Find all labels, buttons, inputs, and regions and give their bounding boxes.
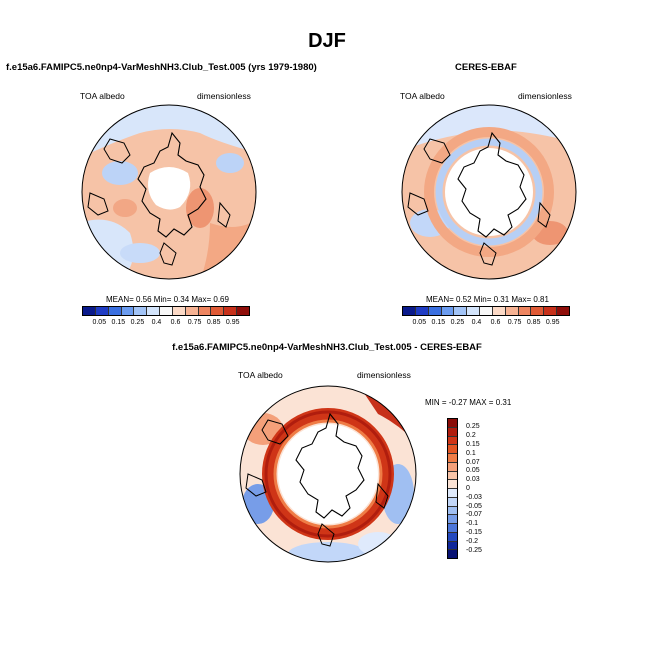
diff-colorbar-swatch	[448, 480, 457, 489]
model-colorbar-tick-label: 0.75	[187, 319, 202, 326]
model-colorbar-swatch	[83, 307, 96, 315]
obs-colorbar-swatch	[403, 307, 416, 315]
diff-panel-title: f.e15a6.FAMIPC5.ne0np4-VarMeshNH3.Club_T…	[172, 342, 482, 353]
diff-colorbar-tick-label: -0.2	[466, 537, 479, 545]
obs-colorbar-tick-label: 0.4	[471, 319, 482, 326]
obs-units-label: dimensionless	[518, 91, 572, 101]
obs-colorbar-swatch	[505, 307, 519, 315]
model-colorbar-swatch	[121, 307, 135, 315]
model-colorbar-ticks: 0.05 0.15 0.25 0.4 0.6 0.75 0.85 0.95	[82, 319, 250, 326]
model-colorbar-swatch	[198, 307, 212, 315]
obs-colorbar-tick-label: 0.25	[450, 319, 465, 326]
obs-colorbar-swatch	[428, 307, 442, 315]
model-variable-label: TOA albedo	[80, 91, 125, 101]
diff-colorbar-swatch	[448, 419, 457, 428]
obs-colorbar-swatch	[480, 307, 493, 315]
obs-colorbar-swatch	[544, 307, 558, 315]
model-polar-map	[81, 104, 257, 280]
diff-colorbar-tick-label: 0.05	[466, 467, 480, 475]
model-colorbar-swatch	[147, 307, 161, 315]
model-colorbar-swatch	[185, 307, 199, 315]
diff-colorbar-swatch	[448, 541, 457, 551]
obs-colorbar-tick-label: 0.85	[526, 319, 541, 326]
model-colorbar-tick-label: 0.6	[170, 319, 181, 326]
obs-variable-label: TOA albedo	[400, 91, 445, 101]
diff-colorbar-swatch	[448, 515, 457, 524]
diff-colorbar-tick-label: -0.25	[466, 546, 482, 554]
model-colorbar-tick-label: 0.15	[111, 319, 126, 326]
obs-colorbar-swatch	[518, 307, 532, 315]
diff-colorbar-swatch	[448, 427, 457, 437]
obs-colorbar-tick-label: 0.05	[412, 319, 427, 326]
diff-colorbar	[447, 418, 458, 559]
model-colorbar-swatch	[108, 307, 122, 315]
model-stats: MEAN= 0.56 Min= 0.34 Max= 0.69	[106, 295, 229, 304]
model-colorbar-swatch	[237, 307, 249, 315]
diff-colorbar-swatch	[448, 497, 457, 507]
obs-colorbar-ticks: 0.05 0.15 0.25 0.4 0.6 0.75 0.85 0.95	[402, 319, 570, 326]
model-colorbar-swatch	[160, 307, 173, 315]
obs-stats: MEAN= 0.52 Min= 0.31 Max= 0.81	[426, 295, 549, 304]
diff-stats: MIN = -0.27 MAX = 0.31	[425, 398, 512, 407]
model-colorbar-swatch	[172, 307, 186, 315]
obs-colorbar-swatch	[531, 307, 545, 315]
model-colorbar-swatch	[211, 307, 225, 315]
diff-colorbar-tick-label: 0.03	[466, 476, 480, 484]
model-colorbar-swatch	[224, 307, 238, 315]
diff-colorbar-swatch	[448, 524, 457, 533]
diff-colorbar-swatch	[448, 436, 457, 446]
model-colorbar-tick-label: 0.95	[225, 319, 240, 326]
obs-colorbar-swatch	[467, 307, 481, 315]
diff-colorbar-tick-label: 0	[466, 485, 470, 492]
model-colorbar-tick-label: 0.25	[130, 319, 145, 326]
model-colorbar	[82, 306, 250, 316]
obs-colorbar-tick-label: 0.15	[431, 319, 446, 326]
model-colorbar-swatch	[134, 307, 148, 315]
model-colorbar-tick-label: 0.4	[151, 319, 162, 326]
obs-colorbar-swatch	[492, 307, 506, 315]
obs-colorbar	[402, 306, 570, 316]
diff-colorbar-ticks: 0.25 0.2 0.15 0.1 0.07 0.05 0.03 0 -0.03 -0.05 -0.…	[466, 418, 482, 559]
obs-colorbar-swatch	[415, 307, 429, 315]
model-units-label: dimensionless	[197, 91, 251, 101]
diff-colorbar-tick-label: 0.25	[466, 423, 480, 431]
diff-colorbar-tick-label: -0.05	[466, 502, 482, 510]
diff-colorbar-tick-label: 0.2	[466, 432, 476, 440]
diff-colorbar-swatch	[448, 471, 457, 481]
model-panel-title: f.e15a6.FAMIPC5.ne0np4-VarMeshNH3.Club_T…	[6, 62, 317, 73]
diff-variable-label: TOA albedo	[238, 370, 283, 380]
diff-units-label: dimensionless	[357, 370, 411, 380]
diff-colorbar-swatch	[448, 506, 457, 516]
diff-colorbar-tick-label: 0.15	[466, 440, 480, 448]
obs-panel-title: CERES-EBAF	[455, 62, 517, 73]
diff-colorbar-tick-label: -0.07	[466, 511, 482, 519]
figure-title: DJF	[308, 30, 346, 52]
diff-colorbar-tick-label: 0.1	[466, 449, 476, 457]
obs-colorbar-tick-label: 0.75	[507, 319, 522, 326]
diff-colorbar-tick-label: -0.03	[466, 493, 482, 501]
diff-colorbar-swatch	[448, 532, 457, 542]
obs-colorbar-tick-label: 0.95	[545, 319, 560, 326]
model-colorbar-tick-label: 0.85	[206, 319, 221, 326]
obs-colorbar-swatch	[454, 307, 468, 315]
model-colorbar-swatch	[95, 307, 109, 315]
diff-colorbar-tick-label: -0.1	[466, 520, 479, 528]
obs-colorbar-swatch	[441, 307, 455, 315]
diff-polar-map	[239, 385, 417, 563]
model-colorbar-tick-label: 0.05	[92, 319, 107, 326]
obs-polar-map	[401, 104, 577, 280]
obs-colorbar-tick-label: 0.6	[490, 319, 501, 326]
diff-colorbar-swatch	[448, 445, 457, 454]
diff-colorbar-swatch	[448, 489, 457, 498]
diff-colorbar-tick-label: -0.15	[466, 529, 482, 537]
diff-colorbar-swatch	[448, 550, 457, 558]
obs-colorbar-swatch	[557, 307, 569, 315]
diff-colorbar-swatch	[448, 454, 457, 463]
diff-colorbar-tick-label: 0.07	[466, 458, 480, 466]
diff-colorbar-swatch	[448, 462, 457, 472]
